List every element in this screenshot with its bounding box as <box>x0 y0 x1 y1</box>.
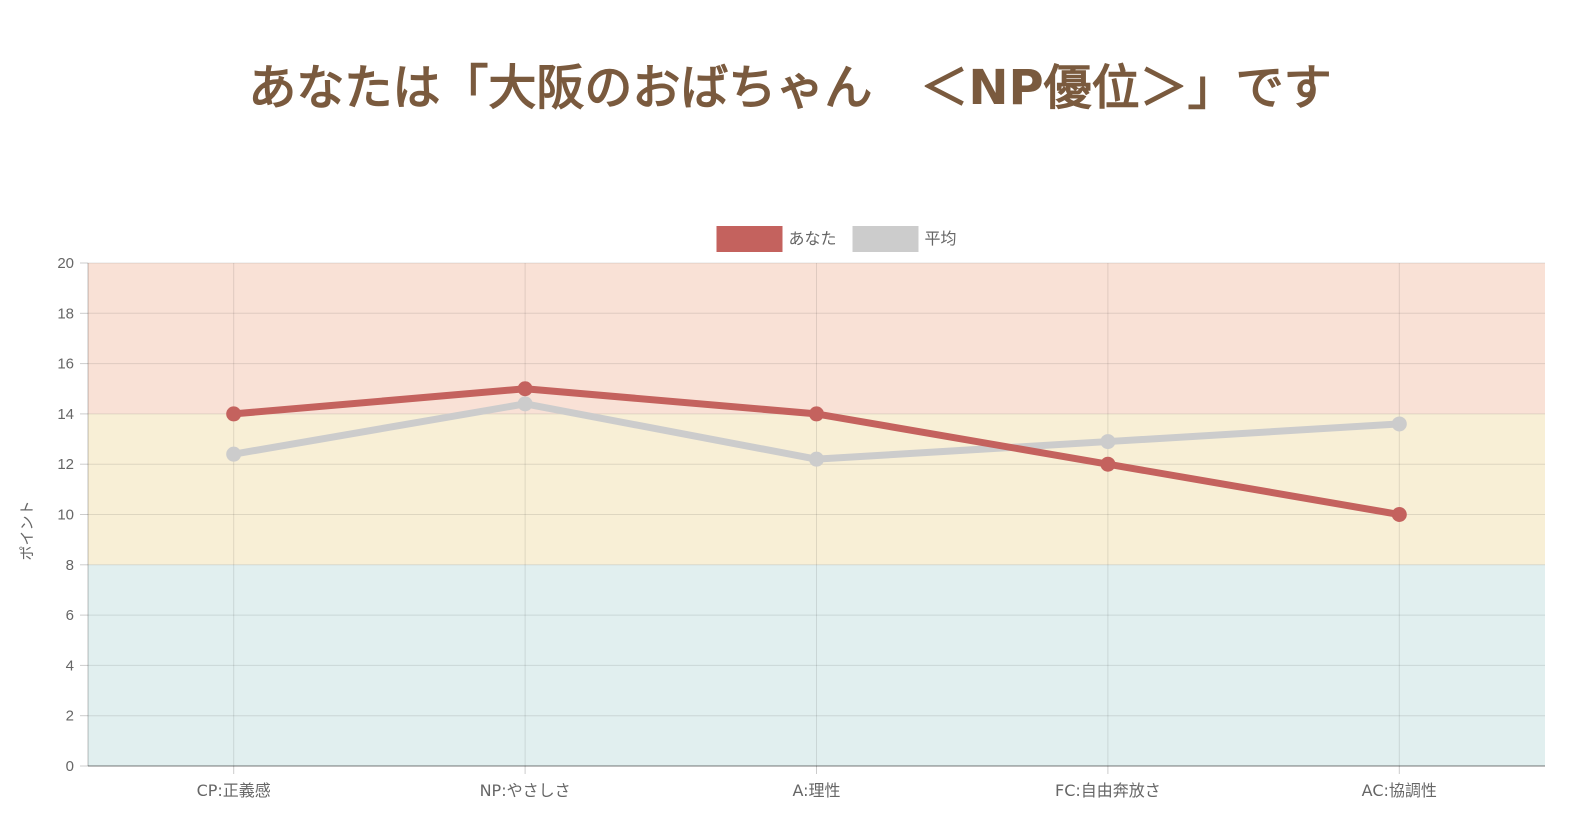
y-tick-label: 2 <box>66 708 74 725</box>
y-tick-label: 0 <box>66 758 74 775</box>
y-tick-label: 14 <box>57 406 74 423</box>
y-tick-label: 16 <box>57 356 74 373</box>
y-axis-ticks: 0 2 4 6 8 10 12 14 16 18 20 <box>57 255 88 775</box>
data-point[interactable] <box>226 406 242 422</box>
axes <box>87 263 1545 767</box>
legend-label: あなた <box>789 229 837 248</box>
x-tick-label: AC:協調性 <box>1362 781 1437 800</box>
data-point[interactable] <box>809 406 824 422</box>
y-tick-label: 10 <box>57 507 74 524</box>
data-point[interactable] <box>226 446 242 462</box>
data-point[interactable] <box>517 396 533 412</box>
x-tick-label: NP:やさしさ <box>480 781 571 800</box>
data-point[interactable] <box>517 381 533 397</box>
y-tick-label: 20 <box>57 255 74 272</box>
legend: あなた 平均 <box>716 226 957 252</box>
legend-label: 平均 <box>925 229 957 248</box>
grid-lines <box>88 262 1545 767</box>
y-tick-label: 6 <box>66 607 74 624</box>
x-tick-label: CP:正義感 <box>197 781 271 800</box>
band-2 <box>88 564 1545 766</box>
data-point[interactable] <box>1100 434 1116 450</box>
x-axis-ticks: CP:正義感 NP:やさしさ A:理性 FC:自由奔放さ AC:協調性 <box>197 766 1437 800</box>
legend-swatch <box>716 226 783 252</box>
y-axis-title: ポイント <box>18 500 36 560</box>
y-tick-label: 12 <box>57 456 74 473</box>
band-0 <box>88 263 1545 414</box>
y-tick-label: 4 <box>66 657 74 674</box>
data-point[interactable] <box>1100 456 1116 472</box>
x-tick-label: FC:自由奔放さ <box>1055 781 1161 800</box>
series-layer <box>226 381 1407 522</box>
y-tick-label: 8 <box>66 557 74 574</box>
data-point[interactable] <box>1391 507 1407 522</box>
data-point[interactable] <box>1391 416 1407 432</box>
y-tick-label: 18 <box>57 305 74 322</box>
x-tick-label: A:理性 <box>792 781 840 800</box>
data-point[interactable] <box>809 451 824 467</box>
legend-swatch <box>852 226 919 252</box>
page-title: あなたは「大阪のおばちゃん ＜NP優位＞」です <box>248 60 1332 116</box>
